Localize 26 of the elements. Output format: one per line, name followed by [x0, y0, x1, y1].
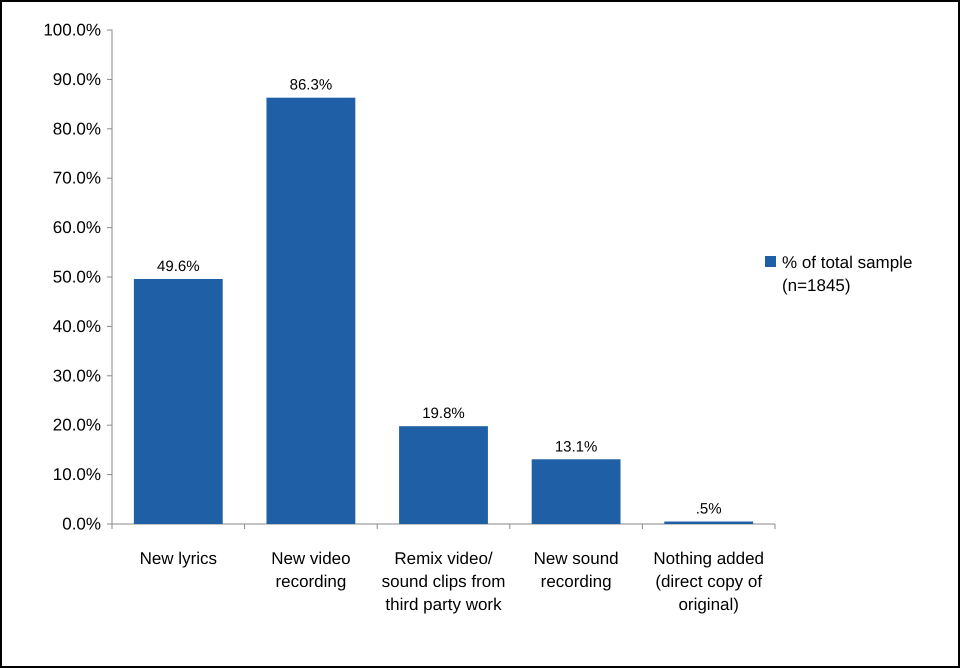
y-tick-label: 70.0%	[52, 168, 101, 188]
y-tick-label: 10.0%	[52, 465, 101, 484]
data-label: 86.3%	[290, 76, 332, 94]
y-tick-label: 30.0%	[52, 366, 101, 386]
data-label: 19.8%	[422, 405, 465, 422]
y-tick-label: 40.0%	[52, 316, 101, 336]
x-tick-label: New video recording	[271, 549, 351, 591]
y-tick-label: 0.0%	[62, 514, 101, 534]
y-tick-label: 50.0%	[52, 267, 101, 286]
x-tick-label: Nothing added (direct copy of original)	[653, 549, 764, 614]
x-tick-label: New sound recording	[534, 549, 619, 591]
data-label: .5%	[696, 500, 722, 518]
data-label: 49.6%	[157, 258, 200, 275]
bar	[266, 98, 356, 524]
bar	[399, 426, 488, 524]
legend-label: % of total sample (n=1845)	[782, 253, 912, 295]
y-tick-label: 100.0%	[43, 20, 101, 40]
y-tick-label: 20.0%	[52, 416, 101, 435]
data-label: 13.1%	[554, 438, 598, 456]
y-tick-label: 60.0%	[52, 218, 101, 238]
x-tick-label: Remix video/ sound clips from third party work	[382, 549, 506, 614]
y-tick-label: 90.0%	[52, 70, 101, 89]
x-tick-label: New lyrics	[140, 549, 218, 568]
y-tick-label: 80.0%	[52, 119, 101, 138]
bar	[532, 459, 621, 524]
bar	[134, 278, 223, 524]
